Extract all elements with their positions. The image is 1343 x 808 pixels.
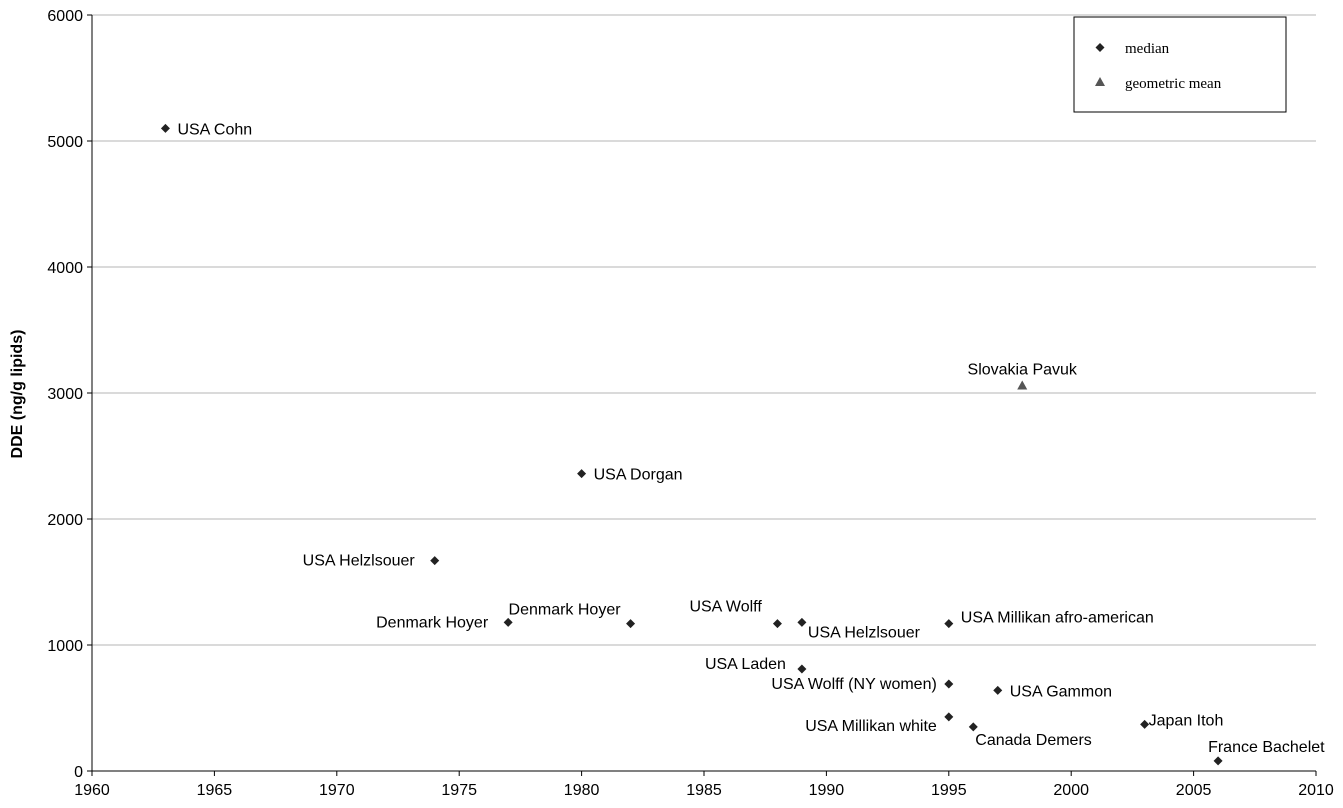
data-point-label: France Bachelet (1208, 739, 1325, 756)
y-tick-label: 3000 (47, 386, 83, 403)
data-point-median (944, 679, 954, 689)
x-tick-label: 1995 (931, 782, 967, 799)
data-point-geometric-mean (1017, 380, 1028, 390)
x-axis-ticks: 1960 1965 1970 1975 1980 1985 1990 1995 2000 2005… (74, 771, 1334, 799)
data-point-median (797, 664, 807, 674)
data-point-median (772, 619, 782, 629)
data-point-label: USA Helzlsouer (808, 624, 921, 641)
x-tick-label: 1990 (809, 782, 845, 799)
legend: median geometric mean (1073, 16, 1287, 113)
x-tick-label: 1975 (441, 782, 477, 799)
data-point-label: Denmark Hoyer (376, 614, 489, 631)
data-points: USA Cohn USA Dorgan USA Helzlsouer Denmark … (160, 121, 1325, 766)
x-tick-label: 1985 (686, 782, 722, 799)
legend-box (1073, 16, 1287, 113)
data-point-label: USA Dorgan (594, 467, 683, 484)
data-point-median (1140, 719, 1150, 729)
data-point-median (503, 617, 513, 627)
data-point-label: USA Millikan afro-american (961, 610, 1154, 627)
x-tick-label: 2010 (1298, 782, 1334, 799)
data-point-median (430, 556, 440, 566)
gridlines (92, 14, 1316, 646)
data-point-median (797, 617, 807, 627)
y-axis-ticks: 0 1000 2000 3000 4000 5000 6000 (47, 8, 92, 781)
x-tick-label: 2005 (1176, 782, 1212, 799)
y-axis-label: DDE (ng/g lipids) (9, 330, 26, 459)
data-point-median (626, 619, 636, 629)
y-tick-label: 2000 (47, 512, 83, 529)
x-tick-label: 1980 (564, 782, 600, 799)
y-tick-label: 6000 (47, 8, 83, 25)
x-tick-label: 2000 (1053, 782, 1089, 799)
data-point-label: Japan Itoh (1149, 712, 1224, 729)
data-point-label: USA Helzlsouer (303, 553, 416, 570)
data-point-label: USA Gammon (1010, 683, 1112, 700)
x-tick-label: 1960 (74, 782, 110, 799)
data-point-label: USA Wolff (NY women) (771, 676, 936, 693)
data-point-label: USA Millikan white (805, 718, 937, 735)
data-point-label: USA Wolff (689, 599, 762, 616)
legend-median-label: median (1125, 41, 1170, 57)
data-point-median (968, 722, 978, 732)
data-point-median (1213, 756, 1223, 766)
data-point-label: Canada Demers (975, 732, 1092, 749)
data-point-median (944, 619, 954, 629)
legend-geometric-mean-label: geometric mean (1125, 76, 1222, 92)
data-point-label: USA Cohn (177, 121, 252, 138)
data-point-median (944, 712, 954, 722)
legend-geometric-mean-triangle-icon (1095, 77, 1105, 86)
x-tick-label: 1970 (319, 782, 355, 799)
data-point-median (577, 469, 587, 479)
y-tick-label: 5000 (47, 134, 83, 151)
data-point-median (993, 685, 1003, 695)
data-point-label: Slovakia Pavuk (968, 361, 1078, 378)
y-tick-label: 0 (74, 764, 83, 781)
data-point-median (160, 123, 170, 133)
x-tick-label: 1965 (197, 782, 233, 799)
legend-median-diamond-icon (1095, 43, 1105, 52)
y-tick-label: 1000 (47, 638, 83, 655)
data-point-label: Denmark Hoyer (509, 602, 622, 619)
data-point-label: USA Laden (705, 656, 786, 673)
y-tick-label: 4000 (47, 260, 83, 277)
